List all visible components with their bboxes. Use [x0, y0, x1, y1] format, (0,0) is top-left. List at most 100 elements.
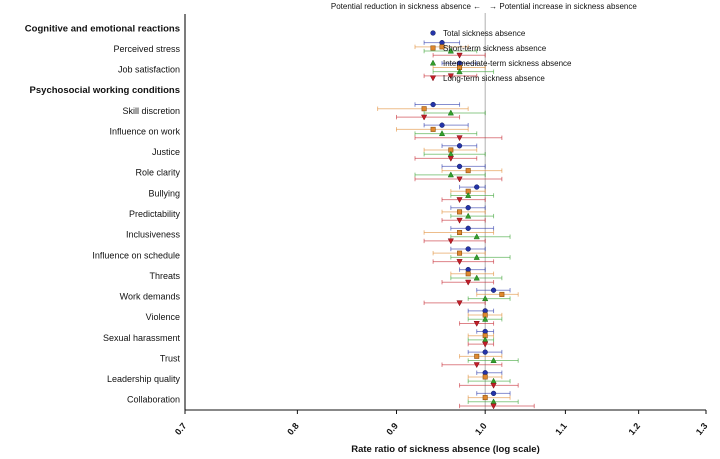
direction-annotation-left: Potential reduction in sickness absence … — [331, 2, 481, 11]
estimate-1 — [441, 168, 503, 174]
estimate-2 — [450, 253, 511, 260]
marker-square-icon — [457, 230, 463, 236]
estimate-0 — [441, 143, 478, 149]
category-label: Predictability — [129, 209, 181, 219]
marker-square-icon — [430, 126, 436, 132]
estimate-0 — [450, 225, 495, 231]
estimate-2 — [467, 315, 503, 322]
estimate-3 — [459, 321, 495, 327]
marker-triangle-down-icon — [490, 382, 497, 389]
marker-circle-icon — [430, 101, 436, 108]
category-label: Threats — [149, 271, 180, 281]
marker-triangle-down-icon — [490, 403, 497, 410]
estimate-1 — [459, 353, 503, 359]
estimate-3 — [414, 155, 478, 162]
estimate-2 — [450, 192, 495, 198]
marker-triangle-up-icon — [473, 274, 480, 281]
legend-item: Short-term sickness absence — [430, 44, 547, 53]
category-label: Influence on work — [109, 126, 180, 136]
estimate-2 — [423, 47, 478, 54]
estimate-0 — [476, 287, 511, 293]
estimate-3 — [441, 362, 503, 369]
marker-circle-icon — [465, 205, 471, 211]
category-label: Justice — [152, 147, 180, 157]
estimate-0 — [467, 308, 495, 314]
estimate-2 — [467, 357, 519, 363]
estimate-0 — [423, 39, 461, 46]
estimate-2 — [467, 377, 511, 384]
category-label: Trust — [160, 353, 181, 363]
estimate-2 — [432, 68, 495, 75]
estimate-1 — [441, 209, 486, 215]
marker-triangle-down-icon — [420, 114, 428, 121]
estimate-0 — [459, 184, 486, 190]
category-label: Perceived stress — [113, 44, 180, 54]
estimate-2 — [414, 171, 486, 178]
marker-triangle-down-icon — [465, 279, 472, 286]
marker-triangle-up-icon — [447, 109, 454, 116]
marker-circle-icon — [456, 163, 463, 170]
marker-triangle-up-icon — [473, 253, 480, 260]
estimate-0 — [450, 246, 486, 252]
estimate-2 — [423, 109, 486, 116]
estimate-0 — [476, 370, 503, 376]
estimate-1 — [432, 250, 486, 256]
marker-circle-icon — [482, 370, 488, 376]
marker-triangle-up-icon — [438, 130, 446, 137]
estimate-3 — [441, 197, 486, 204]
estimate-3 — [441, 279, 495, 286]
direction-annotation-right: → Potential increase in sickness absence — [489, 2, 637, 11]
marker-triangle-down-icon — [473, 362, 480, 369]
marker-square-icon — [457, 250, 463, 256]
estimate-0 — [459, 266, 486, 273]
marker-triangle-down-icon — [447, 73, 454, 80]
estimate-1 — [476, 291, 519, 297]
category-label: Violence — [146, 312, 180, 322]
estimate-1 — [423, 147, 478, 153]
estimate-2 — [450, 212, 495, 219]
estimate-2 — [467, 295, 511, 302]
estimate-2 — [450, 233, 511, 240]
estimate-1 — [377, 106, 469, 112]
legend-label: Long-term sickness absence — [443, 74, 545, 83]
estimate-0 — [414, 101, 461, 108]
marker-square-icon — [457, 209, 463, 215]
legend-label: Total sickness absence — [443, 29, 526, 38]
marker-square-icon — [482, 374, 488, 380]
marker-triangle-up-icon — [490, 357, 497, 363]
marker-circle-icon — [490, 390, 497, 397]
estimate-3 — [414, 135, 503, 142]
estimate-2 — [423, 150, 486, 157]
marker-circle-icon — [456, 143, 463, 149]
category-label: Collaboration — [127, 395, 180, 405]
marker-triangle-up-icon — [447, 171, 454, 178]
marker-triangle-down-icon — [456, 259, 463, 265]
category-label: Influence on schedule — [92, 250, 180, 260]
estimate-0 — [450, 205, 486, 211]
estimate-3 — [459, 382, 519, 389]
x-tick-label: 0.7 — [173, 421, 189, 437]
estimate-3 — [414, 176, 503, 183]
estimate-1 — [467, 374, 503, 380]
category-label: Work demands — [120, 292, 181, 302]
category-label: Skill discretion — [122, 106, 180, 116]
legend-item: Long-term sickness absence — [429, 74, 545, 83]
marker-circle-icon — [465, 246, 471, 252]
group-header: Cognitive and emotional reactions — [25, 23, 180, 34]
marker-triangle-down-icon — [429, 75, 437, 82]
x-tick-label: 1.0 — [473, 421, 489, 437]
marker-triangle-down-icon — [456, 197, 463, 204]
marker-triangle-down-icon — [473, 321, 480, 327]
x-axis-title: Rate ratio of sickness absence (log scal… — [351, 444, 540, 455]
category-label: Bullying — [148, 188, 180, 198]
marker-triangle-down-icon — [482, 341, 489, 348]
estimate-1 — [450, 271, 495, 277]
marker-triangle-up-icon — [456, 68, 463, 75]
estimate-3 — [432, 52, 486, 59]
estimate-1 — [414, 44, 469, 50]
estimate-3 — [467, 341, 495, 348]
marker-triangle-down-icon — [456, 300, 463, 307]
marker-triangle-down-icon — [456, 135, 463, 142]
category-label: Leadership quality — [107, 374, 181, 384]
